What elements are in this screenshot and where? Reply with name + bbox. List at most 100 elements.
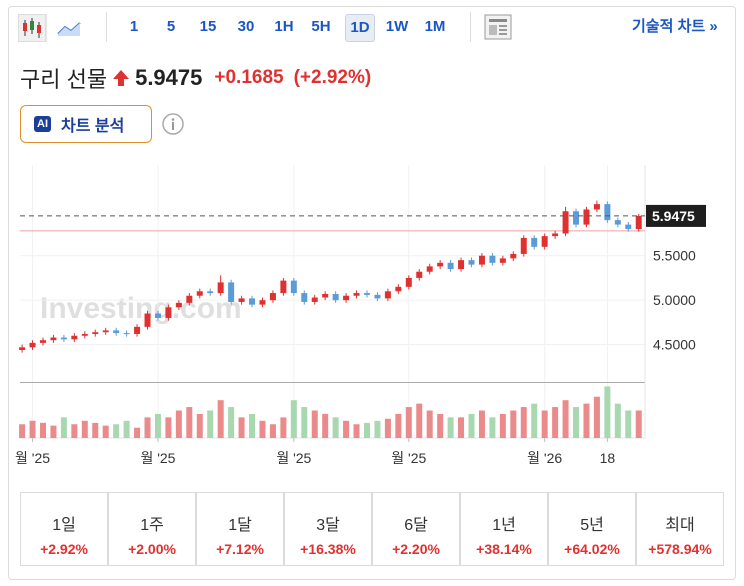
layout-icon[interactable] (484, 14, 512, 40)
volume-bar (186, 407, 193, 438)
volume-bar (468, 413, 475, 438)
period-label: 6달 (404, 517, 428, 534)
interval-button[interactable]: 15 (199, 18, 217, 35)
candle-body (123, 333, 130, 335)
candle-body (71, 335, 78, 340)
price: 5.9475 (135, 65, 203, 90)
candle-body (39, 340, 46, 343)
period-value: +578.94% (648, 541, 712, 557)
volume-bar (154, 413, 161, 438)
volume-bar (280, 417, 287, 438)
candle-body (19, 347, 26, 350)
volume-bar (353, 424, 360, 438)
volume-bar (92, 422, 99, 438)
ai-label: 차트 분석 (61, 118, 125, 135)
volume-bar (39, 422, 46, 438)
period-cell[interactable]: 6달 +2.20% (372, 492, 460, 566)
interval-button[interactable]: 5H (311, 18, 331, 35)
interval-button[interactable]: 1W (385, 18, 409, 35)
volume-bar (405, 407, 412, 438)
change-pct: (+2.92%) (293, 67, 372, 88)
volume-bar (217, 400, 224, 438)
volume-bar (531, 403, 538, 438)
candle-body (196, 291, 203, 296)
volume-bar (175, 410, 182, 438)
volume-bar (144, 417, 151, 438)
period-cell[interactable]: 1달 +7.12% (196, 492, 284, 566)
volume-bar (238, 417, 245, 438)
candle-body (92, 332, 99, 334)
candle-body (374, 294, 381, 299)
volume-bar (489, 417, 496, 438)
volume-bar (478, 410, 485, 438)
candle-body (134, 326, 141, 334)
interval-button[interactable]: 5 (166, 18, 176, 35)
tech-chart-link[interactable]: 기술적 차트 » (632, 18, 718, 35)
candle-body (416, 271, 423, 278)
volume-bar (541, 410, 548, 438)
volume-bar (363, 422, 370, 438)
candle-body (332, 293, 339, 301)
period-cell[interactable]: 1년 +38.14% (460, 492, 548, 566)
interval-button[interactable]: 30 (237, 18, 255, 35)
volume-bar (19, 424, 26, 438)
period-cell[interactable]: 최대 +578.94% (636, 492, 724, 566)
volume-bar (290, 400, 297, 438)
volume-bar (207, 410, 214, 438)
candle-body (207, 291, 214, 294)
period-cell[interactable]: 1일 +2.92% (20, 492, 108, 566)
divider (106, 12, 107, 42)
period-cell[interactable]: 1주 +2.00% (108, 492, 196, 566)
candle-body (458, 260, 465, 270)
period-value: +16.38% (300, 541, 356, 557)
candle-body (499, 258, 506, 263)
last-price-tag (646, 204, 706, 227)
volume-bar (196, 413, 203, 438)
volume-bar (416, 403, 423, 438)
interval-button[interactable]: 1D (345, 14, 375, 42)
period-cell[interactable]: 3달 +16.38% (284, 492, 372, 566)
candle-body (573, 211, 580, 225)
candle-body (395, 286, 402, 292)
candle-body (343, 295, 350, 301)
info-icon[interactable] (162, 113, 184, 135)
candle-body (113, 330, 120, 334)
x-tick-label: 월 '25 (276, 450, 311, 466)
interval-button[interactable]: 1H (274, 18, 294, 35)
period-label: 1년 (492, 517, 516, 534)
frame (8, 6, 736, 580)
volume-bar (625, 410, 632, 438)
candle-body (363, 293, 370, 295)
period-cell[interactable]: 5년 +64.02% (548, 492, 636, 566)
candle-body (81, 333, 88, 336)
divider (470, 12, 471, 42)
volume-bar (228, 407, 235, 438)
volume-bar (552, 407, 559, 438)
volume-bar (249, 413, 256, 438)
candle-body (437, 262, 444, 267)
candle-body (249, 298, 256, 305)
interval-button[interactable]: 1 (129, 18, 139, 35)
candle-body (280, 280, 287, 294)
chart-type-icons[interactable] (18, 14, 88, 42)
candle-body (269, 293, 276, 301)
period-value: +38.14% (476, 541, 532, 557)
candle-body (50, 337, 57, 341)
volume-bar (102, 425, 109, 438)
candle-body (259, 300, 266, 305)
candle-body (614, 220, 621, 225)
volume-bar (29, 420, 36, 438)
ai-button[interactable]: AI 차트 분석 (20, 105, 152, 143)
volume-bar (259, 420, 266, 438)
candle-body (531, 237, 538, 247)
candle-body (593, 204, 600, 210)
candle-body (520, 237, 527, 254)
interval-button[interactable]: 1M (424, 18, 446, 35)
volume-bar (60, 417, 67, 438)
candle-body (478, 255, 485, 265)
ai-badge: AI (34, 116, 51, 132)
volume-bar (374, 420, 381, 438)
x-tick-label: 월 '26 (527, 450, 562, 466)
candle-body (301, 293, 308, 302)
